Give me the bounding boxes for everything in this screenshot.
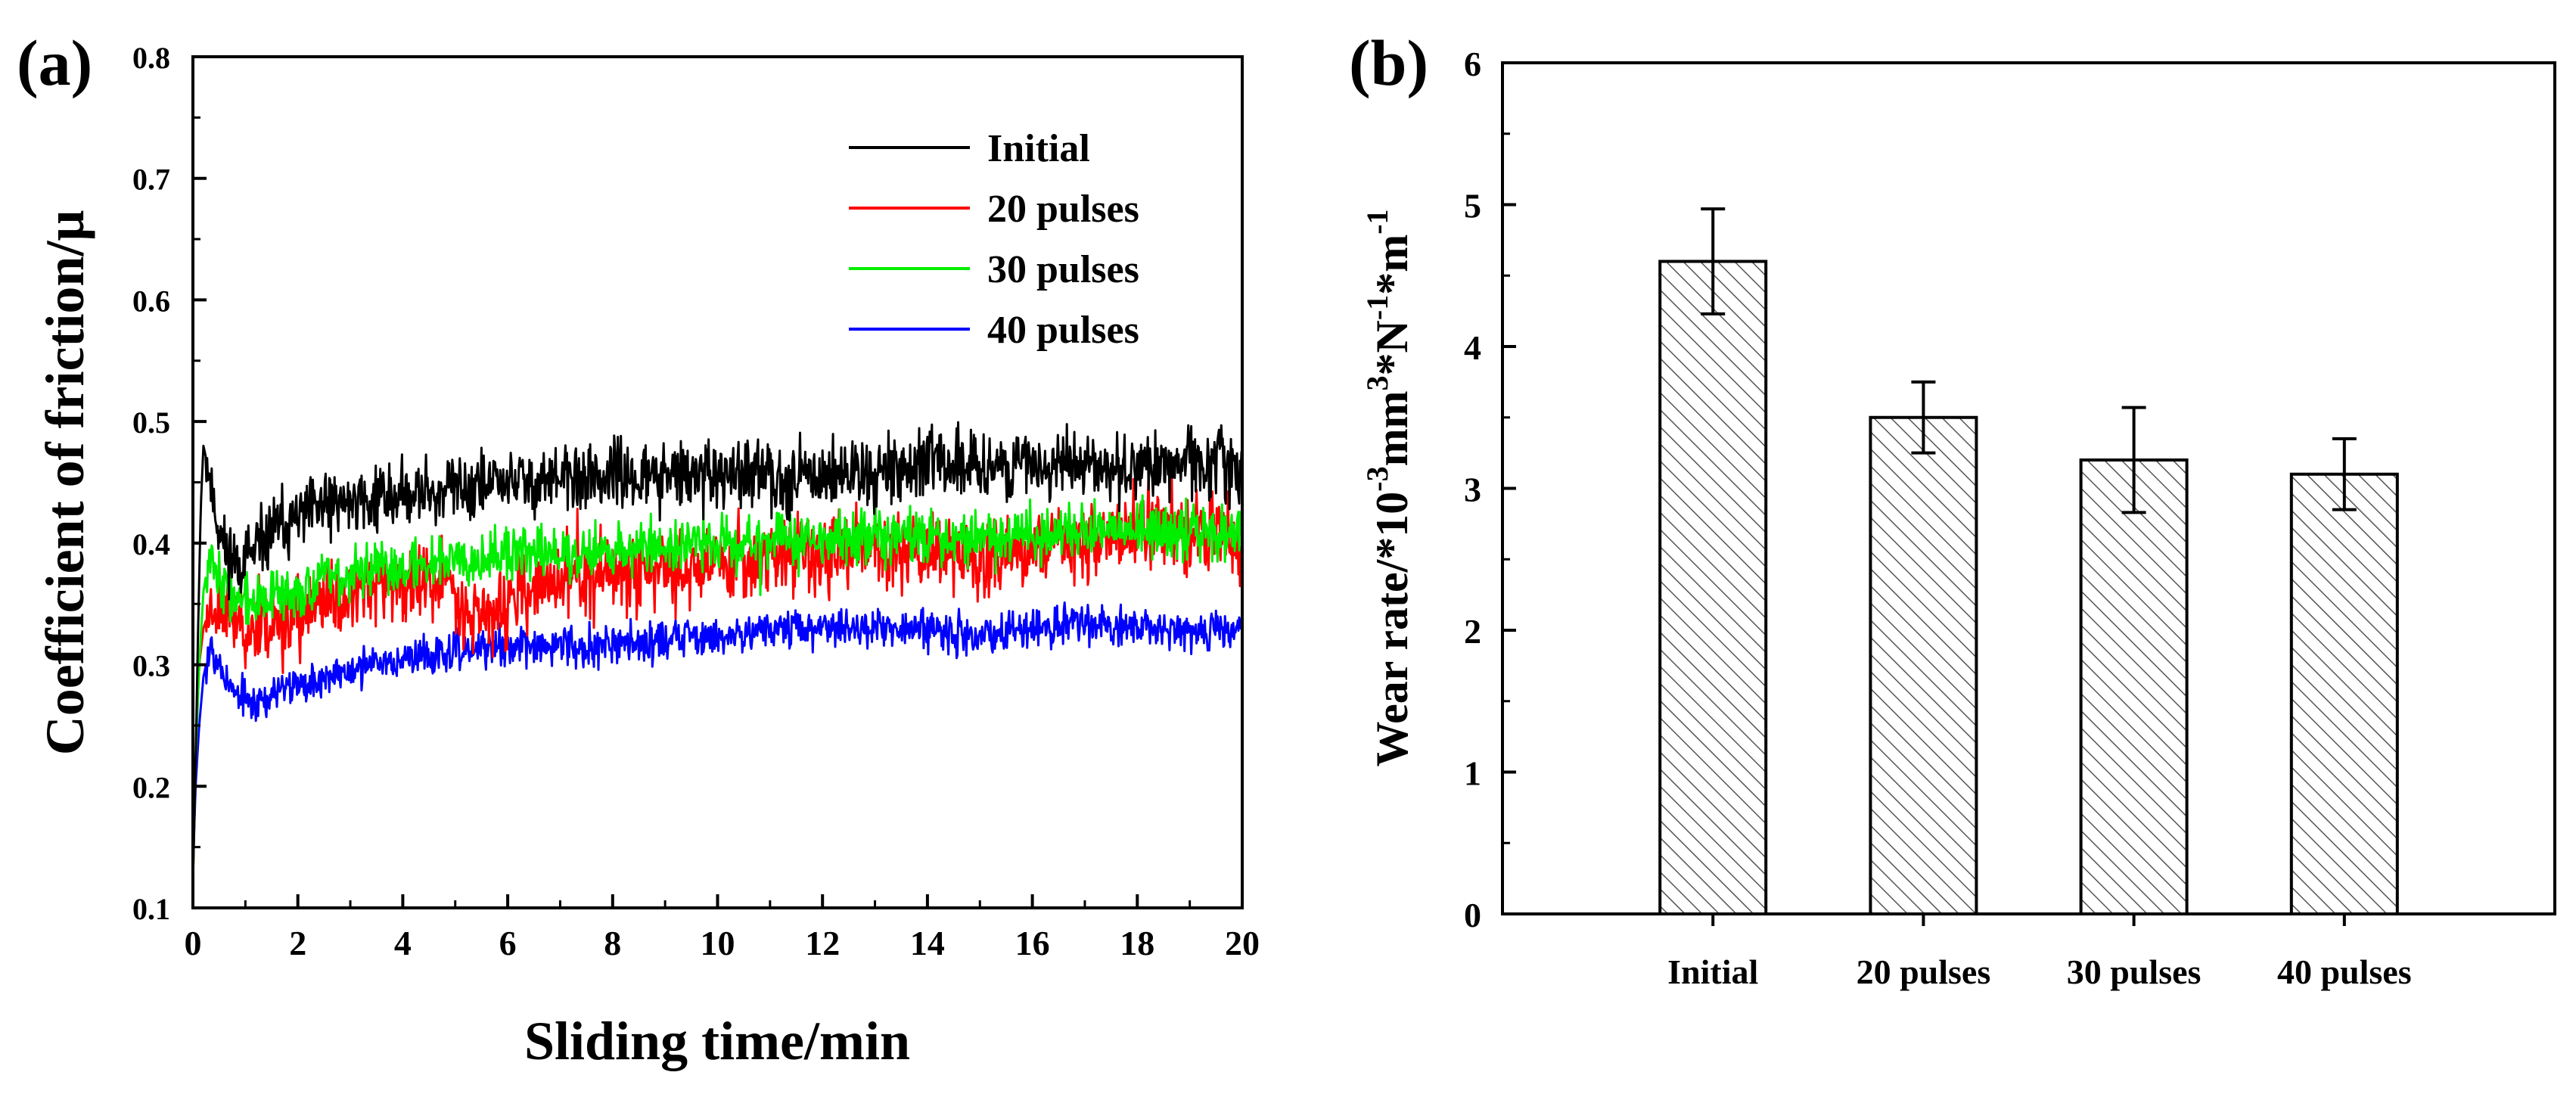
bar-2	[2079, 458, 2189, 915]
x-tick-label: 20 pulses	[1857, 953, 1991, 991]
legend-label: 30 pulses	[987, 248, 1139, 291]
y-tick-label: 5	[1464, 187, 1481, 225]
bar-3	[2289, 472, 2399, 915]
y-tick-label: 0.5	[132, 406, 170, 440]
y-tick-label: 0.4	[132, 527, 170, 561]
panel-a-xlabel: Sliding time/min	[524, 1011, 910, 1071]
ylabel-b-mid1: mm	[1367, 390, 1417, 466]
panel-b-xticks: Initial 20 pulses 30 pulses 40 pulses	[1667, 914, 2412, 991]
x-tick-label: 4	[394, 924, 412, 962]
panel-a-yticks: 0.1 0.2 0.3 0.4 0.5 0.6 0.7 0.8	[132, 41, 207, 926]
ylabel-b-exp3: -1	[1360, 295, 1394, 320]
ylabel-b-exp1: -3	[1360, 466, 1394, 491]
y-tick-label: 0.7	[132, 163, 170, 197]
x-tick-label: Initial	[1667, 953, 1758, 991]
legend-label: 20 pulses	[987, 188, 1139, 231]
panel-b-bars	[1658, 207, 2399, 915]
x-tick-label: 18	[1120, 924, 1154, 962]
bar-0	[1658, 260, 1768, 915]
y-tick-label: 1	[1464, 754, 1481, 793]
panel-b: (b) 0 1 2 3 4 5 6 Initial 20 pulses 30 pulses 40 …	[1349, 26, 2556, 991]
x-tick-label: 12	[805, 924, 840, 962]
ylabel-b-exp2: 3	[1360, 375, 1394, 390]
panel-b-label: (b)	[1349, 26, 1428, 99]
y-tick-label: 0.2	[132, 770, 170, 804]
legend-label: 40 pulses	[987, 309, 1139, 352]
ylabel-b-mid2: *N	[1367, 320, 1417, 375]
panel-a: (a) 0 2 4 6 8 10 12 14 16 18 20 0.1 0.2 0.3 0.4 0.5 0.6…	[17, 26, 1260, 1071]
x-tick-label: 6	[499, 924, 517, 962]
legend-label: Initial	[987, 127, 1090, 170]
y-tick-label: 3	[1464, 471, 1481, 509]
series-line-3	[193, 601, 1242, 872]
y-tick-label: 0.3	[132, 649, 170, 683]
panel-a-label: (a)	[17, 26, 92, 99]
x-tick-label: 8	[604, 924, 621, 962]
y-tick-label: 0.8	[132, 41, 170, 75]
panel-a-series-group	[193, 421, 1242, 884]
x-tick-label: 16	[1015, 924, 1050, 962]
series-line-0	[193, 421, 1242, 884]
y-tick-label: 0.6	[132, 284, 170, 318]
x-tick-label: 14	[910, 924, 945, 962]
y-tick-label: 6	[1464, 45, 1481, 83]
x-tick-label: 10	[701, 924, 735, 962]
y-tick-label: 2	[1464, 612, 1481, 651]
y-tick-label: 0	[1464, 896, 1481, 934]
x-tick-label: 20	[1225, 924, 1260, 962]
ylabel-b-base: Wear rate/*10	[1367, 492, 1417, 767]
y-tick-label: 0.1	[132, 892, 170, 926]
y-tick-label: 4	[1464, 328, 1481, 367]
x-tick-label: 30 pulses	[2067, 953, 2202, 991]
panel-a-legend: Initial 20 pulses 30 pulses 40 pulses	[849, 127, 1139, 352]
ylabel-b-mid3: *m	[1367, 235, 1417, 295]
panel-a-ylabel: Coefficient of friction/μ	[35, 210, 95, 756]
panel-a-xticks: 0 2 4 6 8 10 12 14 16 18 20	[185, 894, 1260, 962]
x-tick-label: 0	[185, 924, 202, 962]
ylabel-b-exp4: -1	[1360, 209, 1394, 234]
panel-b-ylabel: Wear rate/*10-3mm3*N-1*m-1	[1360, 209, 1417, 766]
panel-b-yticks: 0 1 2 3 4 5 6	[1464, 45, 1516, 934]
series-line-2	[193, 478, 1242, 884]
bar-1	[1869, 415, 1978, 915]
x-tick-label: 2	[289, 924, 306, 962]
x-tick-label: 40 pulses	[2277, 953, 2412, 991]
